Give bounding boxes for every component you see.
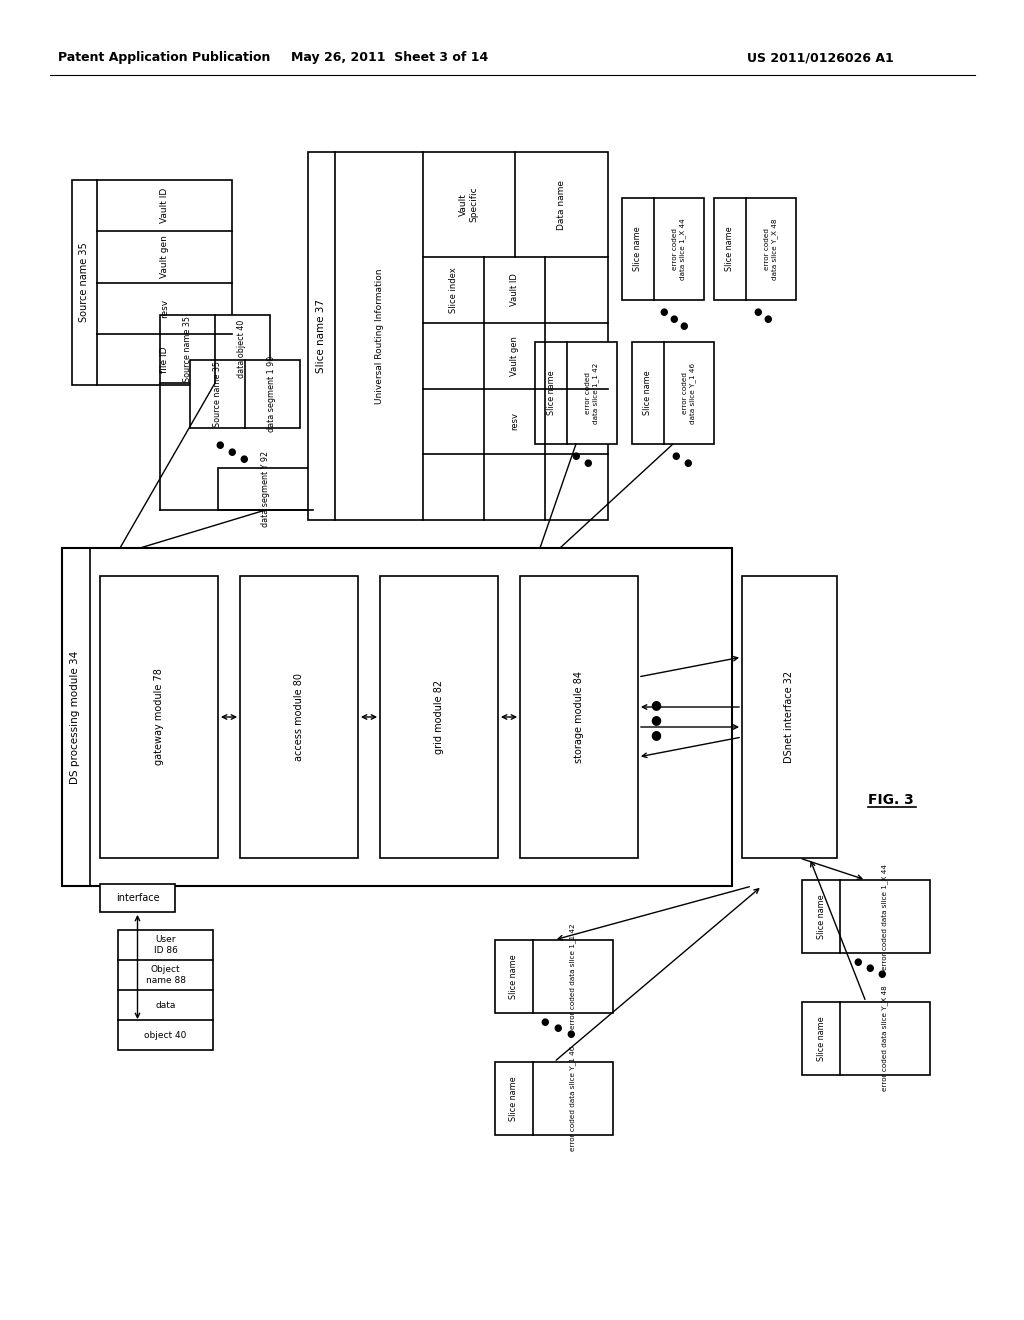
Text: data segment Y 92: data segment Y 92	[261, 451, 270, 527]
FancyBboxPatch shape	[72, 180, 232, 385]
Text: Data name: Data name	[556, 180, 565, 230]
FancyBboxPatch shape	[380, 576, 498, 858]
Text: ●: ●	[754, 308, 762, 317]
Text: file ID: file ID	[160, 346, 169, 372]
Text: ●: ●	[672, 451, 680, 461]
FancyBboxPatch shape	[742, 576, 837, 858]
FancyBboxPatch shape	[308, 152, 608, 520]
FancyBboxPatch shape	[495, 940, 613, 1012]
FancyBboxPatch shape	[100, 884, 175, 912]
Text: DS processing module 34: DS processing module 34	[70, 651, 80, 784]
FancyBboxPatch shape	[62, 548, 732, 886]
Text: Slice name: Slice name	[816, 1016, 825, 1061]
Text: Vault gen: Vault gen	[160, 235, 169, 279]
FancyBboxPatch shape	[622, 198, 705, 300]
Text: resv: resv	[510, 412, 519, 430]
Text: ●: ●	[650, 729, 662, 742]
FancyBboxPatch shape	[632, 342, 714, 444]
Text: ●: ●	[680, 321, 688, 331]
Text: error coded data slice 1_X 44: error coded data slice 1_X 44	[882, 863, 889, 969]
FancyBboxPatch shape	[240, 576, 358, 858]
FancyBboxPatch shape	[802, 1002, 930, 1074]
Text: Source name 35: Source name 35	[79, 243, 89, 322]
Text: ●: ●	[854, 957, 862, 968]
Text: data object 40: data object 40	[238, 319, 247, 378]
Text: gateway module 78: gateway module 78	[154, 668, 164, 766]
FancyBboxPatch shape	[714, 198, 796, 300]
Text: storage module 84: storage module 84	[574, 671, 584, 763]
FancyBboxPatch shape	[218, 469, 313, 510]
Text: ●: ●	[216, 440, 224, 450]
FancyBboxPatch shape	[100, 576, 218, 858]
Text: Slice name: Slice name	[725, 227, 734, 272]
FancyBboxPatch shape	[520, 576, 638, 858]
Text: interface: interface	[116, 894, 160, 903]
Text: grid module 82: grid module 82	[434, 680, 444, 754]
Text: Slice name: Slice name	[643, 371, 652, 416]
Text: Patent Application Publication: Patent Application Publication	[58, 51, 270, 65]
Text: Vault gen: Vault gen	[510, 335, 519, 376]
Text: ●: ●	[764, 314, 772, 323]
Text: May 26, 2011  Sheet 3 of 14: May 26, 2011 Sheet 3 of 14	[292, 51, 488, 65]
Text: Slice name: Slice name	[510, 954, 518, 999]
FancyBboxPatch shape	[535, 342, 617, 444]
Text: ●: ●	[566, 1030, 575, 1039]
FancyBboxPatch shape	[118, 931, 213, 1049]
Text: ●: ●	[571, 451, 581, 461]
Text: Slice name: Slice name	[510, 1076, 518, 1121]
Text: DSnet interface 32: DSnet interface 32	[784, 671, 795, 763]
FancyBboxPatch shape	[190, 360, 300, 428]
Text: Slice name: Slice name	[547, 371, 555, 416]
Text: error coded
data slice Y_1 46: error coded data slice Y_1 46	[682, 363, 696, 424]
Text: User
ID 86: User ID 86	[154, 936, 177, 954]
Text: error coded data slice Y_X 48: error coded data slice Y_X 48	[882, 986, 889, 1092]
Text: ●: ●	[878, 969, 886, 979]
FancyBboxPatch shape	[160, 315, 270, 383]
Text: Slice index: Slice index	[449, 267, 458, 313]
Text: Source name 35: Source name 35	[213, 360, 221, 426]
Text: ●: ●	[670, 314, 678, 323]
Text: error coded
data slice Y_X 48: error coded data slice Y_X 48	[764, 218, 778, 280]
Text: Vault ID: Vault ID	[160, 187, 169, 223]
Text: ●: ●	[865, 964, 874, 973]
Text: ●: ●	[659, 308, 669, 317]
Text: data segment 1 90: data segment 1 90	[267, 356, 276, 432]
Text: Slice name 37: Slice name 37	[316, 300, 326, 374]
Text: ●: ●	[650, 714, 662, 726]
Text: Slice name: Slice name	[816, 894, 825, 939]
Text: Vault
Specific: Vault Specific	[460, 186, 478, 222]
Text: ●: ●	[584, 458, 592, 469]
Text: error coded
data slice 1_1 42: error coded data slice 1_1 42	[585, 362, 599, 424]
Text: FIG. 3: FIG. 3	[868, 793, 913, 807]
Text: Slice name: Slice name	[634, 227, 642, 272]
Text: resv: resv	[160, 298, 169, 318]
Text: data: data	[156, 1001, 176, 1010]
Text: ●: ●	[227, 447, 237, 457]
Text: Universal Routing Information: Universal Routing Information	[375, 268, 384, 404]
Text: error coded data slice 1_1 42: error coded data slice 1_1 42	[569, 924, 577, 1030]
Text: ●: ●	[240, 454, 248, 465]
FancyBboxPatch shape	[495, 1063, 613, 1135]
Text: object 40: object 40	[144, 1031, 186, 1040]
Text: ●: ●	[684, 458, 692, 469]
Text: ●: ●	[650, 698, 662, 711]
Text: ●: ●	[541, 1016, 549, 1027]
Text: Source name 35: Source name 35	[182, 315, 191, 381]
Text: Vault ID: Vault ID	[510, 273, 519, 306]
Text: error coded data slice Y_1 46: error coded data slice Y_1 46	[569, 1045, 577, 1151]
Text: access module 80: access module 80	[294, 673, 304, 762]
Text: error coded
data slice 1_X 44: error coded data slice 1_X 44	[672, 218, 686, 280]
FancyBboxPatch shape	[802, 880, 930, 953]
Text: Object
name 88: Object name 88	[145, 965, 185, 985]
Text: US 2011/0126026 A1: US 2011/0126026 A1	[746, 51, 893, 65]
Text: ●: ●	[554, 1023, 562, 1034]
